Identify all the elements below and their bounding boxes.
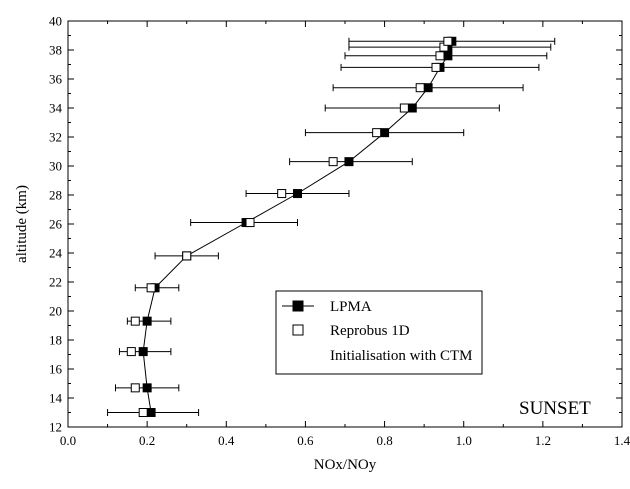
- lpma-point: [407, 103, 417, 113]
- lpma-point: [423, 83, 433, 93]
- reprobus-point: [415, 83, 425, 93]
- y-tick-label: 28: [49, 188, 62, 203]
- reprobus-point: [277, 189, 287, 199]
- reprobus-point: [130, 316, 140, 326]
- lpma-point: [142, 383, 152, 393]
- lpma-line: [142, 41, 453, 413]
- y-tick-label: 18: [49, 333, 62, 348]
- x-tick-label: 0.6: [297, 433, 314, 448]
- reprobus-point: [146, 283, 156, 293]
- legend-symbol-reprobus: [292, 324, 304, 336]
- y-tick-label: 32: [49, 130, 62, 145]
- reprobus-point: [443, 36, 453, 46]
- axes: 0.0 0.2 0.4 0.6 0.8 1.0 1.2 1.4 12 14 16 18 20 22 24 26…: [49, 14, 630, 449]
- lpma-point: [146, 408, 156, 417]
- reprobus-point: [372, 128, 382, 138]
- y-tick-label: 26: [49, 217, 63, 232]
- x-tick-label: 1.2: [535, 433, 551, 448]
- legend-marker-open: [292, 324, 304, 336]
- reprobus-point: [130, 383, 140, 393]
- y-tick-label: 16: [49, 362, 63, 377]
- markers: [126, 36, 457, 417]
- legend-label-reprobus: Reprobus 1D: [330, 323, 410, 339]
- sunset-annotation: SUNSET: [519, 398, 591, 419]
- y-tick-label: 34: [49, 101, 63, 116]
- lpma-point: [344, 157, 354, 167]
- reprobus-point: [328, 157, 338, 167]
- y-tick-label: 40: [49, 14, 62, 29]
- legend-symbol-lpma: [282, 300, 314, 312]
- lpma-series-line: [142, 41, 453, 413]
- reprobus-point: [126, 347, 136, 357]
- legend-label-lpma: LPMA: [330, 299, 372, 315]
- reprobus-point: [435, 51, 445, 61]
- y-tick-label: 20: [49, 304, 62, 319]
- lpma-point: [138, 347, 148, 357]
- y-tick-label: 30: [49, 159, 62, 174]
- legend-box: [275, 290, 483, 375]
- x-tick-label: 0.8: [376, 433, 392, 448]
- x-tick-label: 1.0: [456, 433, 472, 448]
- x-tick-label: 0.4: [218, 433, 235, 448]
- y-tick-label: 14: [49, 391, 63, 406]
- x-tick-label: 0.0: [60, 433, 76, 448]
- reprobus-point: [138, 408, 148, 417]
- y-tick-label: 12: [49, 420, 62, 435]
- y-axis-title: altitude (km): [14, 185, 30, 263]
- y-tick-label: 36: [49, 72, 63, 87]
- lpma-point: [293, 189, 303, 199]
- x-axis-title: NOx/NOy: [314, 457, 377, 473]
- y-tick-label: 22: [49, 275, 62, 290]
- legend-label-initialisation: Initialisation with CTM: [330, 348, 473, 364]
- reprobus-point: [431, 62, 441, 72]
- reprobus-point: [245, 218, 255, 228]
- lpma-point: [443, 51, 453, 61]
- legend-marker-filled: [292, 300, 304, 312]
- y-tick-label: 24: [49, 246, 63, 261]
- reprobus-point: [182, 251, 192, 261]
- y-tick-label: 38: [49, 43, 62, 58]
- x-tick-label: 1.4: [614, 433, 630, 448]
- reprobus-point: [399, 103, 409, 113]
- lpma-point: [380, 128, 390, 138]
- legend: LPMA Reprobus 1D Initialisation with CTM: [275, 290, 483, 375]
- lpma-point: [142, 316, 152, 326]
- x-tick-label: 0.2: [139, 433, 155, 448]
